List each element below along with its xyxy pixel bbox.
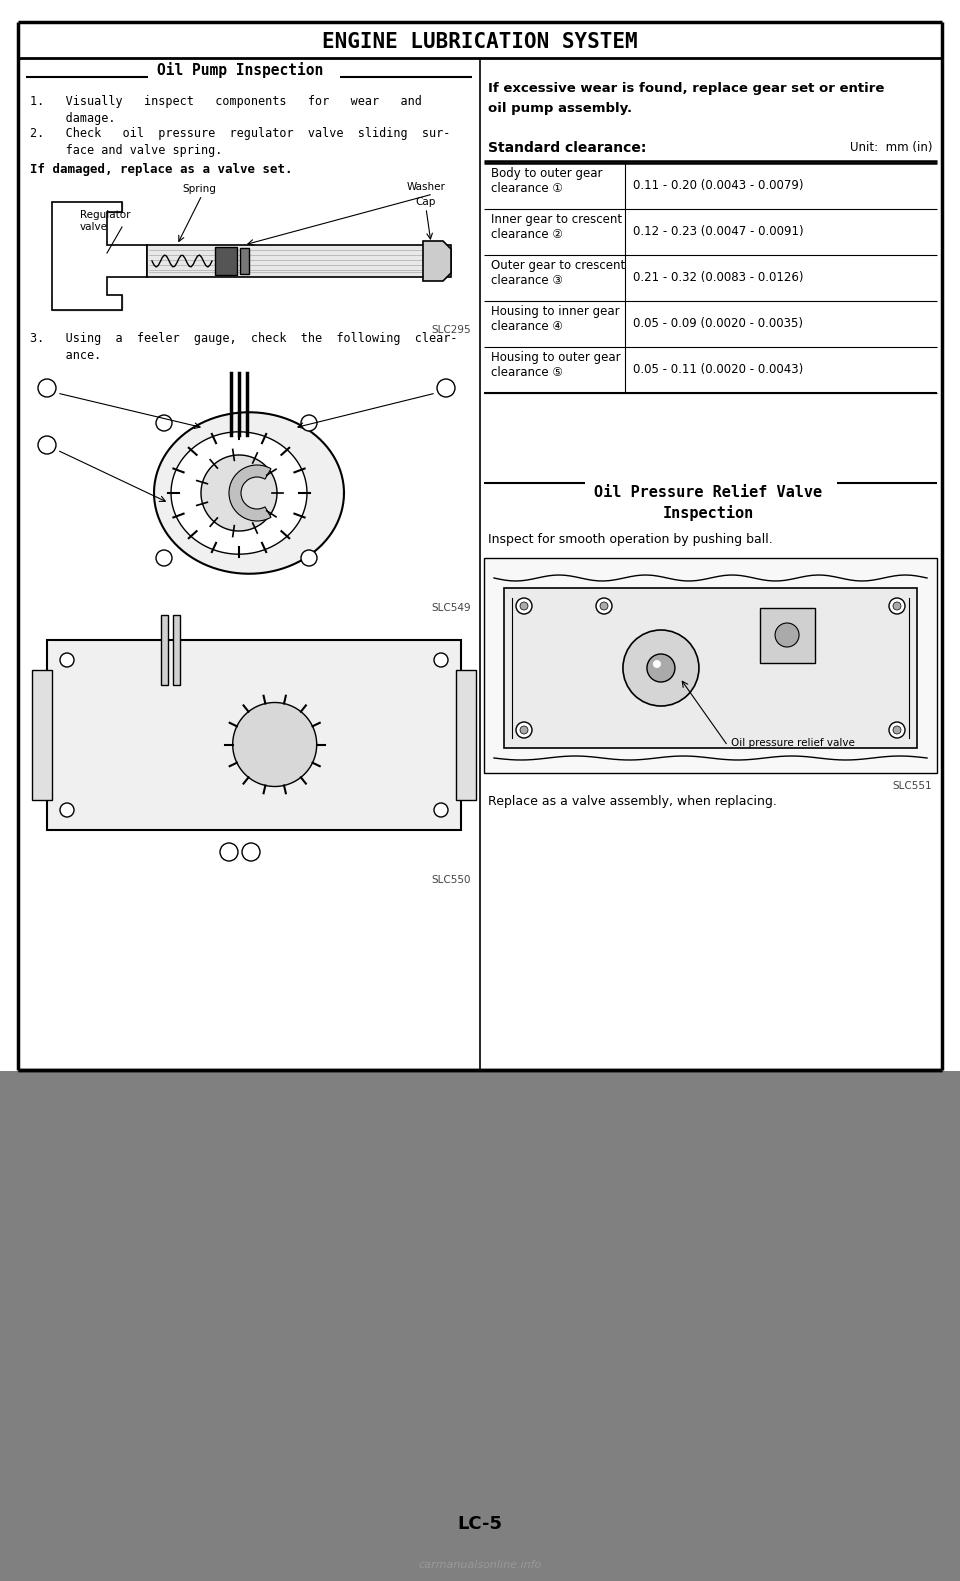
Bar bbox=[760, 609, 815, 662]
Text: damage.: damage. bbox=[30, 112, 115, 125]
Text: valve: valve bbox=[80, 221, 108, 232]
Text: 0.05 - 0.09 (0.0020 - 0.0035): 0.05 - 0.09 (0.0020 - 0.0035) bbox=[633, 318, 803, 330]
Polygon shape bbox=[52, 296, 122, 310]
Circle shape bbox=[38, 436, 56, 454]
Bar bbox=[0, 1070, 960, 1581]
Text: Housing to inner gear
clearance ④: Housing to inner gear clearance ④ bbox=[491, 305, 619, 334]
Text: If excessive wear is found, replace gear set or entire: If excessive wear is found, replace gear… bbox=[488, 82, 884, 95]
Text: If damaged, replace as a valve set.: If damaged, replace as a valve set. bbox=[30, 163, 293, 175]
Polygon shape bbox=[154, 413, 344, 574]
Circle shape bbox=[653, 659, 660, 669]
Circle shape bbox=[242, 843, 260, 862]
Polygon shape bbox=[171, 432, 307, 555]
Text: Spring: Spring bbox=[182, 183, 216, 194]
Text: ⑤: ⑤ bbox=[246, 846, 256, 858]
Text: SLC551: SLC551 bbox=[893, 781, 932, 790]
Circle shape bbox=[516, 598, 532, 613]
Text: Inspection: Inspection bbox=[662, 504, 754, 522]
Text: Oil pressure relief valve: Oil pressure relief valve bbox=[731, 738, 854, 748]
Circle shape bbox=[434, 653, 448, 667]
Circle shape bbox=[220, 843, 238, 862]
Text: LC-5: LC-5 bbox=[458, 1515, 502, 1534]
Text: Inspect for smooth operation by pushing ball.: Inspect for smooth operation by pushing … bbox=[488, 533, 773, 545]
Circle shape bbox=[893, 726, 901, 734]
Bar bbox=[240, 248, 249, 274]
Text: 3.   Using  a  feeler  gauge,  check  the  following  clear-: 3. Using a feeler gauge, check the follo… bbox=[30, 332, 458, 345]
Circle shape bbox=[60, 803, 74, 817]
Polygon shape bbox=[52, 202, 122, 212]
Text: ①: ① bbox=[42, 381, 52, 395]
Circle shape bbox=[623, 629, 699, 707]
Circle shape bbox=[301, 414, 317, 432]
Text: carmanualsonline.info: carmanualsonline.info bbox=[419, 1560, 541, 1570]
Text: ENGINE LUBRICATION SYSTEM: ENGINE LUBRICATION SYSTEM bbox=[323, 32, 637, 52]
Bar bbox=[147, 245, 451, 277]
Circle shape bbox=[156, 414, 172, 432]
Bar bbox=[47, 640, 461, 830]
Text: Oil Pump Inspection: Oil Pump Inspection bbox=[156, 62, 324, 77]
Text: ance.: ance. bbox=[30, 349, 101, 362]
Text: Body to outer gear
clearance ①: Body to outer gear clearance ① bbox=[491, 168, 603, 194]
Polygon shape bbox=[232, 702, 317, 786]
Text: 0.12 - 0.23 (0.0047 - 0.0091): 0.12 - 0.23 (0.0047 - 0.0091) bbox=[633, 226, 804, 239]
Circle shape bbox=[60, 653, 74, 667]
Text: Oil Pressure Relief Valve: Oil Pressure Relief Valve bbox=[594, 485, 822, 500]
Text: 0.05 - 0.11 (0.0020 - 0.0043): 0.05 - 0.11 (0.0020 - 0.0043) bbox=[633, 364, 804, 376]
Circle shape bbox=[437, 379, 455, 397]
Circle shape bbox=[889, 723, 905, 738]
Bar bbox=[215, 247, 237, 275]
Polygon shape bbox=[423, 240, 451, 281]
Bar bbox=[173, 615, 180, 685]
Text: ③: ③ bbox=[42, 436, 52, 449]
Wedge shape bbox=[229, 465, 271, 522]
Text: oil pump assembly.: oil pump assembly. bbox=[488, 103, 632, 115]
Text: ②: ② bbox=[441, 379, 451, 392]
Circle shape bbox=[647, 655, 675, 681]
Text: Inner gear to crescent
clearance ②: Inner gear to crescent clearance ② bbox=[491, 213, 622, 240]
Text: Washer: Washer bbox=[407, 182, 446, 191]
Circle shape bbox=[156, 550, 172, 566]
Bar bbox=[456, 670, 476, 800]
Circle shape bbox=[600, 602, 608, 610]
Circle shape bbox=[775, 623, 799, 647]
Text: 2.   Check   oil  pressure  regulator  valve  sliding  sur-: 2. Check oil pressure regulator valve sl… bbox=[30, 126, 450, 141]
Text: face and valve spring.: face and valve spring. bbox=[30, 144, 223, 157]
Text: 0.11 - 0.20 (0.0043 - 0.0079): 0.11 - 0.20 (0.0043 - 0.0079) bbox=[633, 180, 804, 193]
Circle shape bbox=[893, 602, 901, 610]
Text: ④: ④ bbox=[224, 846, 234, 858]
Bar bbox=[32, 670, 52, 800]
Bar bbox=[161, 615, 168, 685]
Circle shape bbox=[434, 803, 448, 817]
Polygon shape bbox=[52, 202, 147, 310]
Bar bbox=[504, 588, 917, 748]
Text: Regulator: Regulator bbox=[80, 210, 131, 220]
Text: 1.   Visually   inspect   components   for   wear   and: 1. Visually inspect components for wear … bbox=[30, 95, 421, 108]
Text: Housing to outer gear
clearance ⑤: Housing to outer gear clearance ⑤ bbox=[491, 351, 620, 379]
Bar bbox=[484, 558, 937, 773]
Text: Cap: Cap bbox=[416, 198, 436, 207]
Circle shape bbox=[516, 723, 532, 738]
Text: SLC549: SLC549 bbox=[431, 602, 471, 613]
Circle shape bbox=[520, 726, 528, 734]
Text: 0.21 - 0.32 (0.0083 - 0.0126): 0.21 - 0.32 (0.0083 - 0.0126) bbox=[633, 272, 804, 285]
Circle shape bbox=[889, 598, 905, 613]
Text: SLC550: SLC550 bbox=[431, 874, 471, 885]
Text: Unit:  mm (in): Unit: mm (in) bbox=[850, 141, 932, 153]
Text: Replace as a valve assembly, when replacing.: Replace as a valve assembly, when replac… bbox=[488, 795, 777, 808]
Text: SLC295: SLC295 bbox=[431, 326, 471, 335]
Text: Standard clearance:: Standard clearance: bbox=[488, 141, 646, 155]
Text: ①: ① bbox=[41, 379, 52, 392]
Circle shape bbox=[38, 379, 56, 397]
Text: Outer gear to crescent
clearance ③: Outer gear to crescent clearance ③ bbox=[491, 259, 625, 288]
Circle shape bbox=[596, 598, 612, 613]
Circle shape bbox=[301, 550, 317, 566]
Polygon shape bbox=[201, 455, 277, 531]
Circle shape bbox=[520, 602, 528, 610]
